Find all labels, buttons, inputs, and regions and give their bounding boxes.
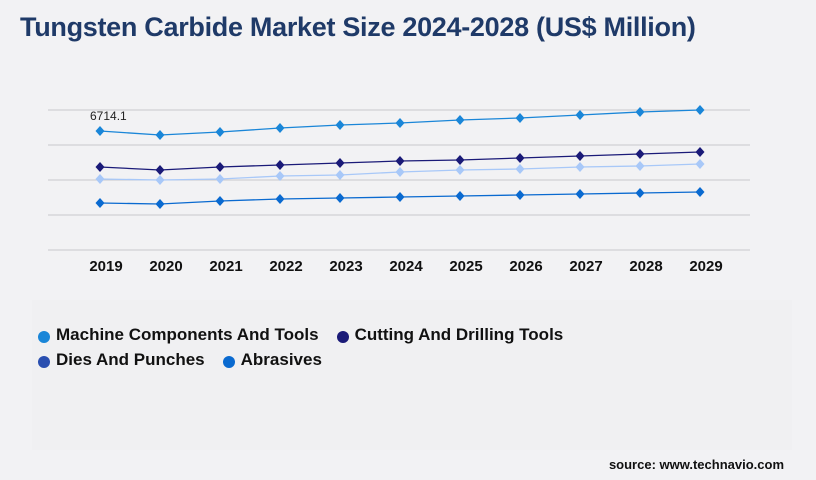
data-point xyxy=(455,154,465,165)
data-point xyxy=(95,173,105,184)
data-point xyxy=(695,187,705,198)
x-tick-label: 2020 xyxy=(149,258,182,275)
data-point xyxy=(215,161,225,172)
data-label: 6714.1 xyxy=(90,109,127,123)
data-point xyxy=(215,173,225,184)
legend-item: Abrasives xyxy=(222,348,322,373)
legend-label: Dies And Punches xyxy=(56,350,205,369)
data-point xyxy=(515,164,525,175)
data-point xyxy=(575,109,585,120)
data-point xyxy=(455,114,465,125)
legend-label: Machine Components And Tools xyxy=(56,324,319,344)
chart-title: Tungsten Carbide Market Size 2024-2028 (… xyxy=(20,12,696,42)
data-point xyxy=(335,169,345,180)
x-tick-label: 2021 xyxy=(209,258,242,275)
x-tick-label: 2029 xyxy=(689,258,722,275)
data-point xyxy=(215,126,225,137)
data-point xyxy=(95,126,105,137)
data-point xyxy=(155,130,165,141)
data-point xyxy=(95,197,105,208)
legend-panel xyxy=(32,300,792,450)
data-point xyxy=(395,156,405,167)
data-point xyxy=(575,188,585,199)
data-point xyxy=(635,161,645,172)
data-point xyxy=(155,164,165,175)
data-point xyxy=(635,149,645,160)
legend-marker-icon xyxy=(38,330,50,343)
x-tick-label: 2027 xyxy=(569,258,602,275)
data-point xyxy=(515,152,525,163)
data-point xyxy=(575,161,585,172)
data-point xyxy=(275,123,285,134)
data-point xyxy=(335,157,345,168)
data-point xyxy=(515,113,525,124)
data-point xyxy=(395,118,405,129)
data-point xyxy=(695,105,705,115)
legend-marker-icon xyxy=(38,356,50,368)
data-point xyxy=(395,192,405,203)
data-point xyxy=(155,199,165,210)
legend-item: Dies And Punches xyxy=(38,348,205,373)
data-point xyxy=(335,119,345,130)
legend-label: Cutting And Drilling Tools xyxy=(354,324,564,344)
x-tick-label: 2026 xyxy=(509,258,542,275)
data-point xyxy=(635,188,645,199)
data-point xyxy=(695,159,705,170)
x-tick-label: 2022 xyxy=(269,258,302,275)
legend-item: Machine Components And Tools xyxy=(38,322,319,347)
legend-label: Abrasives xyxy=(240,350,322,369)
data-point xyxy=(275,171,285,182)
source-note: source: www.technavio.com xyxy=(608,457,784,472)
data-point xyxy=(275,194,285,205)
data-point xyxy=(455,190,465,201)
data-point xyxy=(275,159,285,170)
legend: Machine Components And Tools Cutting And … xyxy=(38,322,618,373)
data-point xyxy=(215,195,225,206)
data-point xyxy=(95,161,105,172)
x-tick-label: 2023 xyxy=(329,258,362,275)
data-point xyxy=(575,151,585,162)
data-point xyxy=(515,190,525,201)
legend-marker-icon xyxy=(336,330,349,343)
x-tick-label: 2025 xyxy=(449,258,482,275)
legend-marker-icon xyxy=(222,356,235,368)
data-point xyxy=(635,107,645,118)
data-point xyxy=(395,166,405,177)
legend-item: Cutting And Drilling Tools xyxy=(336,322,564,347)
x-tick-label: 2024 xyxy=(389,258,423,275)
data-point xyxy=(695,147,705,158)
x-tick-label: 2019 xyxy=(89,258,122,275)
data-point xyxy=(155,175,165,186)
data-point xyxy=(335,192,345,203)
data-point xyxy=(455,164,465,175)
x-tick-label: 2028 xyxy=(629,258,662,275)
